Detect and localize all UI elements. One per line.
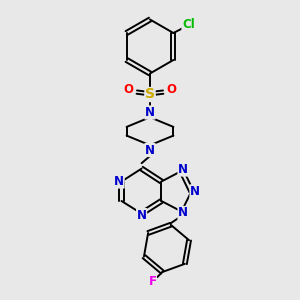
Text: F: F <box>148 275 156 288</box>
Text: O: O <box>123 82 134 96</box>
Text: N: N <box>178 163 188 176</box>
Text: S: S <box>145 88 155 101</box>
Text: N: N <box>136 208 147 222</box>
Text: N: N <box>190 185 200 198</box>
Text: N: N <box>178 206 188 220</box>
Text: N: N <box>145 143 155 157</box>
Text: O: O <box>167 82 177 96</box>
Text: N: N <box>145 106 155 119</box>
Text: Cl: Cl <box>182 18 195 31</box>
Text: N: N <box>114 175 124 188</box>
